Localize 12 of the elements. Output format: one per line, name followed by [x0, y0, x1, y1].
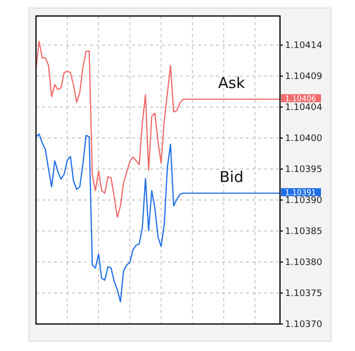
y-tick-label: 1.10404	[285, 103, 322, 114]
series-label: Bid	[220, 168, 244, 186]
y-tick-label: 1.10385	[285, 227, 322, 238]
y-tick-label: 1.10400	[285, 134, 322, 144]
y-tick-label: 1.10414	[285, 41, 322, 52]
y-tick-label: 1.10409	[285, 72, 322, 82]
y-tick-label: 1.10395	[285, 165, 322, 176]
y-tick-label: 1.10370	[285, 320, 322, 330]
y-tick-label: 1.10390	[285, 196, 322, 206]
y-tick-label: 1.10380	[285, 258, 322, 268]
y-tick-label: 1.10375	[285, 289, 322, 300]
series-label: Ask	[218, 74, 246, 92]
